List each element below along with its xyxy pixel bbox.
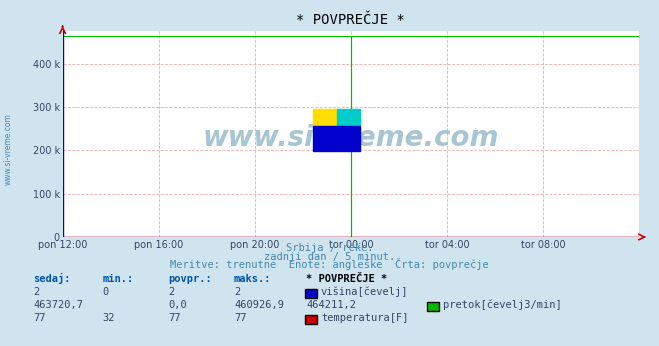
Text: 2: 2 (234, 287, 240, 297)
Text: 2: 2 (168, 287, 174, 297)
Text: 0,0: 0,0 (168, 300, 186, 310)
Title: * POVPREČJE *: * POVPREČJE * (297, 13, 405, 27)
Text: povpr.:: povpr.: (168, 274, 212, 284)
Text: Meritve: trenutne  Enote: angleške  Črta: povprečje: Meritve: trenutne Enote: angleške Črta: … (170, 258, 489, 270)
Text: min.:: min.: (102, 274, 133, 284)
Text: 77: 77 (168, 313, 181, 324)
Text: 464211,2: 464211,2 (306, 300, 357, 310)
Bar (314, 109, 337, 126)
Text: 463720,7: 463720,7 (33, 300, 83, 310)
Text: * POVPREČJE *: * POVPREČJE * (306, 274, 387, 284)
Text: zadnji dan / 5 minut.: zadnji dan / 5 minut. (264, 252, 395, 262)
Text: 460926,9: 460926,9 (234, 300, 284, 310)
Text: 77: 77 (33, 313, 45, 324)
Text: višina[čevelj]: višina[čevelj] (321, 286, 409, 297)
Text: Srbija / reke.: Srbija / reke. (286, 243, 373, 253)
Bar (314, 126, 360, 151)
Text: 0: 0 (102, 287, 108, 297)
Text: www.si-vreme.com: www.si-vreme.com (3, 113, 13, 185)
Text: 2: 2 (33, 287, 39, 297)
Text: pretok[čevelj3/min]: pretok[čevelj3/min] (443, 300, 561, 310)
Bar (337, 109, 360, 126)
Text: 77: 77 (234, 313, 246, 324)
Text: www.si-vreme.com: www.si-vreme.com (203, 124, 499, 152)
Text: temperatura[F]: temperatura[F] (321, 313, 409, 324)
Text: sedaj:: sedaj: (33, 273, 71, 284)
Text: maks.:: maks.: (234, 274, 272, 284)
Text: 32: 32 (102, 313, 115, 324)
